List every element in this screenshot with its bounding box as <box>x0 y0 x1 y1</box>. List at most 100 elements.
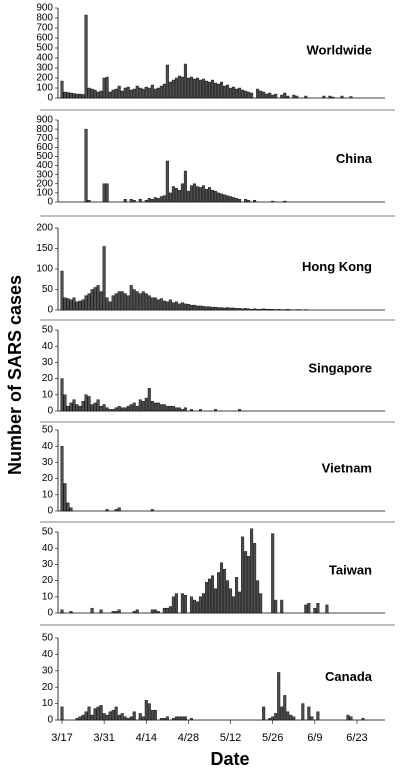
bar <box>150 509 154 512</box>
bar <box>132 611 136 614</box>
y-tick-label: 30 <box>42 357 54 368</box>
bar <box>168 606 172 614</box>
bar <box>189 185 193 203</box>
bar <box>69 402 73 412</box>
bar <box>114 706 118 721</box>
bar <box>63 394 67 412</box>
bar <box>253 308 257 311</box>
bar <box>141 291 145 311</box>
bar <box>147 388 151 412</box>
bar <box>60 378 64 412</box>
bar <box>120 90 124 99</box>
y-tick-label: 600 <box>36 142 53 153</box>
bar <box>226 580 230 614</box>
bar <box>165 716 169 721</box>
bar <box>268 308 272 311</box>
bar <box>159 404 163 412</box>
bar <box>220 81 224 99</box>
bar <box>192 304 196 311</box>
bar <box>111 89 115 99</box>
bar <box>259 593 263 614</box>
y-tick-label: 100 <box>36 264 53 275</box>
bar <box>289 714 293 721</box>
bar <box>108 711 112 721</box>
bar <box>150 84 154 99</box>
bar <box>102 404 106 412</box>
bar <box>81 94 85 99</box>
bar <box>277 308 281 311</box>
bar <box>180 302 184 311</box>
bar <box>105 297 109 311</box>
y-tick-label: 50 <box>42 284 54 295</box>
bar <box>129 199 133 203</box>
bar <box>280 599 284 614</box>
bar <box>171 596 175 614</box>
bar <box>99 291 103 311</box>
bar <box>244 199 248 203</box>
bar <box>271 94 275 99</box>
y-tick-label: 500 <box>36 151 53 162</box>
bar <box>316 603 320 614</box>
bar <box>229 87 233 99</box>
bar <box>241 89 245 99</box>
bar <box>129 716 133 721</box>
bar <box>286 711 290 721</box>
bar <box>144 199 148 203</box>
bar <box>174 716 178 721</box>
bar <box>271 200 275 203</box>
bar <box>340 95 344 99</box>
bar <box>174 593 178 614</box>
bar <box>111 409 115 412</box>
bar <box>201 593 205 614</box>
bar <box>75 301 79 311</box>
bar <box>183 594 187 614</box>
bar <box>150 297 154 311</box>
bar <box>286 95 290 99</box>
bar <box>168 81 172 99</box>
y-axis-title: Number of SARS cases <box>5 275 25 475</box>
bar <box>214 409 218 412</box>
bar <box>168 405 172 412</box>
bar <box>259 90 263 99</box>
y-tick-label: 30 <box>42 665 54 676</box>
bar <box>132 199 136 203</box>
bar <box>129 89 133 99</box>
y-tick-label: 500 <box>36 43 53 54</box>
bar <box>204 306 208 311</box>
bar <box>171 186 175 203</box>
bar <box>159 298 163 311</box>
bar <box>93 402 97 412</box>
y-tick-label: 0 <box>47 197 53 208</box>
bar <box>292 94 296 99</box>
bar <box>210 189 214 203</box>
bar <box>198 596 202 614</box>
bar <box>192 599 196 614</box>
bar <box>66 405 70 412</box>
bar <box>210 79 214 99</box>
y-tick-label: 200 <box>36 73 53 84</box>
bar <box>141 716 145 721</box>
bar <box>144 86 148 99</box>
y-tick-label: 150 <box>36 243 53 254</box>
bar <box>192 78 196 99</box>
bar <box>60 270 64 311</box>
bar <box>283 200 287 203</box>
bar <box>265 93 269 99</box>
bar <box>214 82 218 99</box>
bar <box>192 183 196 203</box>
y-tick-label: 400 <box>36 160 53 171</box>
bar <box>201 78 205 99</box>
bar <box>138 713 142 721</box>
bar <box>210 306 214 311</box>
panel-title: Singapore <box>308 360 372 375</box>
bar <box>99 609 103 614</box>
bar <box>247 308 251 311</box>
bar <box>69 299 73 311</box>
x-axis-title: Date <box>210 749 249 769</box>
bar <box>102 713 106 721</box>
bar <box>150 401 154 412</box>
bar <box>63 483 67 512</box>
bar <box>123 293 127 311</box>
bar <box>156 611 160 614</box>
bar <box>304 604 308 614</box>
